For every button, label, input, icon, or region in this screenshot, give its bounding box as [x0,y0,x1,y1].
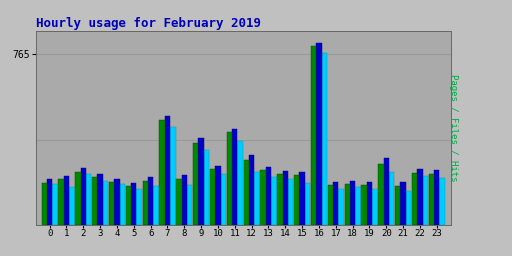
Bar [126,186,131,225]
Bar [316,43,322,225]
Bar [434,170,439,225]
Bar [367,182,372,225]
Bar [372,189,377,225]
Bar [165,116,170,225]
Bar [406,191,411,225]
Bar [266,167,271,225]
Bar [305,183,310,225]
Bar [103,180,108,225]
Bar [86,174,91,225]
Bar [210,169,215,225]
Bar [355,187,360,225]
Bar [389,172,394,225]
Bar [244,161,249,225]
Bar [47,179,52,225]
Bar [137,189,142,225]
Bar [238,141,243,225]
Bar [283,171,288,225]
Bar [439,178,445,225]
Bar [159,120,165,225]
Bar [333,182,338,225]
Bar [92,177,97,225]
Bar [345,184,350,225]
Bar [64,176,69,225]
Bar [261,170,266,225]
Bar [227,132,232,225]
Bar [350,180,355,225]
Bar [395,186,400,225]
Bar [69,187,75,225]
Bar [232,129,238,225]
Bar [193,143,199,225]
Bar [429,174,434,225]
Bar [120,184,125,225]
Bar [412,173,417,225]
Bar [271,177,276,225]
Bar [383,158,389,225]
Bar [109,182,114,225]
Bar [52,184,58,225]
Y-axis label: Pages / Files / Hits: Pages / Files / Hits [449,74,458,182]
Bar [114,179,120,225]
Bar [199,138,204,225]
Bar [182,175,187,225]
Bar [294,175,300,225]
Bar [131,183,137,225]
Bar [221,174,226,225]
Bar [204,150,209,225]
Bar [58,179,64,225]
Bar [215,166,221,225]
Bar [277,174,283,225]
Bar [328,185,333,225]
Bar [417,169,422,225]
Bar [41,183,47,225]
Bar [249,155,254,225]
Bar [254,172,260,225]
Bar [187,185,193,225]
Bar [148,177,153,225]
Bar [400,182,406,225]
Bar [378,164,383,225]
Bar [422,176,428,225]
Bar [322,53,327,225]
Text: Hourly usage for February 2019: Hourly usage for February 2019 [36,17,261,29]
Bar [80,168,86,225]
Bar [338,189,344,225]
Bar [361,185,367,225]
Bar [176,179,182,225]
Bar [142,180,148,225]
Bar [153,186,159,225]
Bar [97,174,103,225]
Bar [311,46,316,225]
Bar [75,172,80,225]
Bar [300,172,305,225]
Bar [170,127,176,225]
Bar [288,179,293,225]
